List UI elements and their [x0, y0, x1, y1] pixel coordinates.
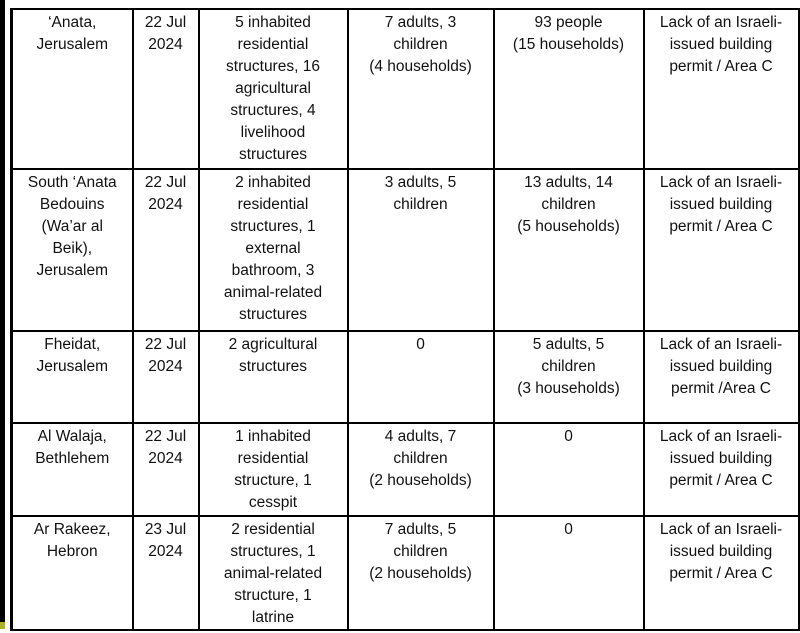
- cell-location: Fheidat, Jerusalem: [10, 330, 134, 424]
- cell-demolition-reason: Lack of an Israeli- issued building perm…: [642, 330, 800, 424]
- cell-people-affected: 5 adults, 5 children (3 households): [492, 330, 645, 424]
- cell-demolition-reason: Lack of an Israeli- issued building perm…: [642, 515, 800, 631]
- cell-people-displaced: 4 adults, 7 children (2 households): [346, 422, 495, 517]
- cell-structures-demolished: 1 inhabited residential structure, 1 ces…: [197, 422, 349, 517]
- cell-people-affected: 0: [492, 515, 645, 631]
- cell-demolition-reason: Lack of an Israeli- issued building perm…: [642, 168, 800, 332]
- cell-date: 22 Jul 2024: [131, 168, 200, 332]
- table-row-ar-rakeez: Ar Rakeez, Hebron 23 Jul 2024 2 resident…: [10, 515, 800, 631]
- artifact-speck: [0, 622, 5, 629]
- cell-people-displaced: 7 adults, 5 children (2 households): [346, 515, 495, 631]
- cell-location: South ‘Anata Bedouins (Wa’ar al Beik), J…: [10, 168, 134, 332]
- cell-structures-demolished: 2 inhabited residential structures, 1 ex…: [197, 168, 349, 332]
- cell-location: ‘Anata, Jerusalem: [10, 8, 134, 170]
- cell-location: Ar Rakeez, Hebron: [10, 515, 134, 631]
- cell-date: 22 Jul 2024: [131, 8, 200, 170]
- demolition-incidents-table: ‘Anata, Jerusalem 22 Jul 2024 5 inhabite…: [10, 8, 800, 631]
- table-row-fheidat: Fheidat, Jerusalem 22 Jul 2024 2 agricul…: [10, 330, 800, 424]
- cell-date: 22 Jul 2024: [131, 330, 200, 424]
- cell-structures-demolished: 2 residential structures, 1 animal-relat…: [197, 515, 349, 631]
- cell-structures-demolished: 5 inhabited residential structures, 16 a…: [197, 8, 349, 170]
- cell-people-displaced: 3 adults, 5 children: [346, 168, 495, 332]
- table-row-anata: ‘Anata, Jerusalem 22 Jul 2024 5 inhabite…: [10, 8, 800, 170]
- cell-demolition-reason: Lack of an Israeli- issued building perm…: [642, 8, 800, 170]
- cell-people-displaced: 0: [346, 330, 495, 424]
- cell-demolition-reason: Lack of an Israeli- issued building perm…: [642, 422, 800, 517]
- cell-people-affected: 0: [492, 422, 645, 517]
- cell-structures-demolished: 2 agricultural structures: [197, 330, 349, 424]
- cell-date: 23 Jul 2024: [131, 515, 200, 631]
- cell-people-affected: 13 adults, 14 children (5 households): [492, 168, 645, 332]
- cell-people-affected: 93 people (15 households): [492, 8, 645, 170]
- cell-location: Al Walaja, Bethlehem: [10, 422, 134, 517]
- table-left-edge-fragment: [0, 0, 5, 624]
- cell-date: 22 Jul 2024: [131, 422, 200, 517]
- table-row-south-anata-bedouins: South ‘Anata Bedouins (Wa’ar al Beik), J…: [10, 168, 800, 332]
- table-row-al-walaja: Al Walaja, Bethlehem 22 Jul 2024 1 inhab…: [10, 422, 800, 517]
- cell-people-displaced: 7 adults, 3 children (4 households): [346, 8, 495, 170]
